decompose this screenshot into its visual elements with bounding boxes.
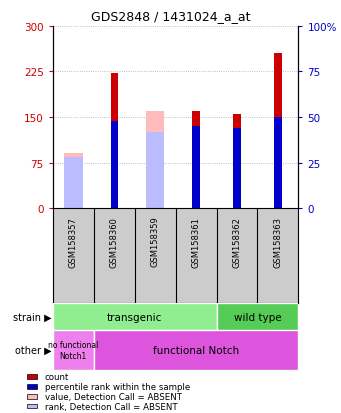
Text: count: count bbox=[45, 372, 69, 381]
Bar bbox=[53, 304, 217, 330]
Bar bbox=[53, 330, 94, 370]
Bar bbox=[27, 404, 37, 408]
Bar bbox=[146, 112, 164, 209]
Bar bbox=[110, 74, 118, 209]
Text: GSM158362: GSM158362 bbox=[233, 216, 241, 267]
Bar bbox=[274, 54, 282, 209]
Bar bbox=[27, 394, 37, 399]
Text: transgenic: transgenic bbox=[107, 312, 162, 322]
Bar bbox=[64, 154, 83, 209]
Text: strain ▶: strain ▶ bbox=[13, 312, 51, 322]
Bar bbox=[192, 127, 200, 209]
Bar bbox=[217, 304, 298, 330]
Bar bbox=[27, 384, 37, 389]
Text: other ▶: other ▶ bbox=[15, 345, 51, 355]
Bar bbox=[110, 121, 118, 209]
Text: GSM158357: GSM158357 bbox=[69, 216, 78, 267]
Text: value, Detection Call = ABSENT: value, Detection Call = ABSENT bbox=[45, 392, 181, 401]
Bar bbox=[274, 118, 282, 209]
Text: GSM158363: GSM158363 bbox=[273, 216, 282, 267]
Bar bbox=[27, 374, 37, 379]
Bar bbox=[233, 115, 241, 209]
Bar bbox=[192, 112, 200, 209]
Bar bbox=[233, 128, 241, 209]
Text: percentile rank within the sample: percentile rank within the sample bbox=[45, 382, 190, 391]
Text: GSM158361: GSM158361 bbox=[192, 216, 201, 267]
Text: GSM158360: GSM158360 bbox=[110, 216, 119, 267]
Bar bbox=[94, 330, 298, 370]
Text: GDS2848 / 1431024_a_at: GDS2848 / 1431024_a_at bbox=[91, 10, 250, 23]
Text: no functional
Notch1: no functional Notch1 bbox=[48, 340, 99, 360]
Bar bbox=[146, 132, 164, 209]
Bar bbox=[64, 158, 83, 209]
Text: rank, Detection Call = ABSENT: rank, Detection Call = ABSENT bbox=[45, 401, 177, 411]
Text: functional Notch: functional Notch bbox=[153, 345, 239, 355]
Text: wild type: wild type bbox=[234, 312, 281, 322]
Text: GSM158359: GSM158359 bbox=[151, 216, 160, 267]
